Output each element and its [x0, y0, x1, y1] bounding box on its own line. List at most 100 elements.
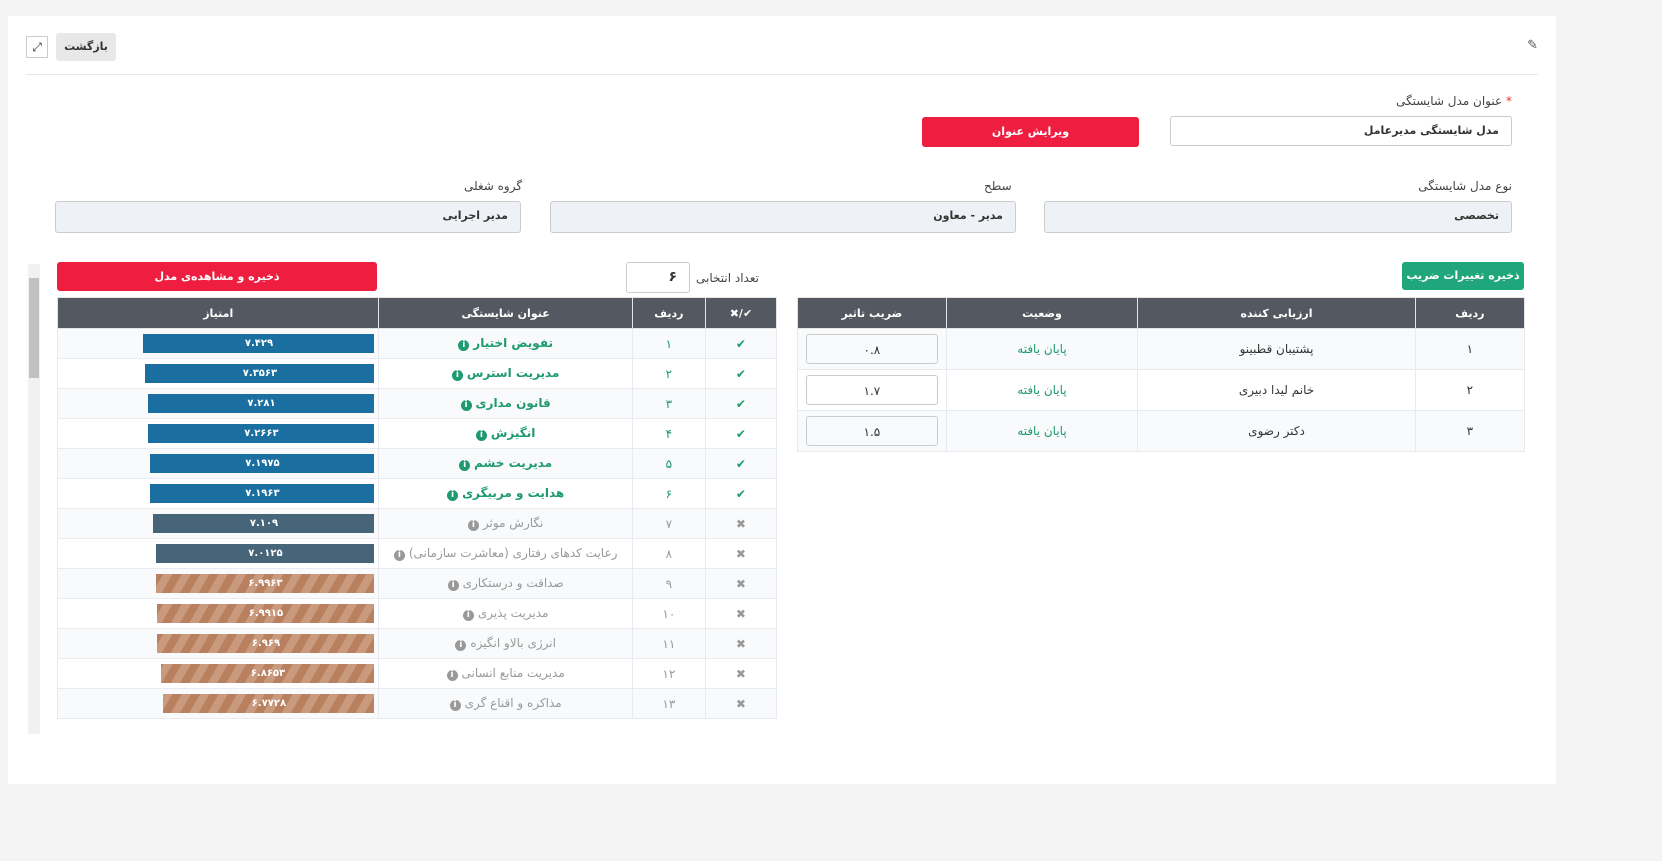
info-icon[interactable]: i — [459, 460, 471, 471]
competency-title: انگیزش — [490, 426, 536, 440]
row-number: ۱۱ — [631, 628, 706, 659]
score-bar: ۷.۳۵۶۳ — [145, 364, 375, 383]
evaluator-name: خانم لیدا دبیری — [1137, 369, 1416, 411]
competency-title: تفویض اختیار — [473, 336, 553, 350]
competency-title: هدایت و مربیگری — [462, 486, 565, 500]
back-button[interactable]: بازگشت — [56, 33, 116, 61]
coefficient-input[interactable]: ۱.۵ — [805, 416, 938, 446]
save-coef-button[interactable]: ذخیره تغییرات ضریب — [1402, 262, 1524, 290]
competency-row: ✔ ۴ انگیزشi ۷.۲۶۶۳ — [57, 418, 778, 449]
info-icon[interactable]: i — [455, 640, 467, 651]
title-input[interactable]: مدل شایستگی مدیرعامل — [1170, 116, 1512, 146]
competency-row: ✔ ۵ مدیریت خشمi ۷.۱۹۷۵ — [57, 448, 778, 479]
evaluator-row: ۱ پشتیبان قطبینو پایان یافته ۰.۸ — [797, 328, 1526, 370]
info-icon[interactable]: i — [446, 670, 458, 681]
save-view-model-button[interactable]: ذخیره و مشاهده‌ی مدل — [57, 262, 377, 291]
cross-icon[interactable]: ✖ — [704, 628, 778, 659]
scrollbar[interactable] — [28, 264, 40, 734]
evaluators-header: ارزیابی کننده — [1137, 297, 1416, 329]
check-icon[interactable]: ✔ — [704, 418, 778, 449]
evaluators-header: وضعیت — [945, 297, 1139, 329]
competencies-scroll-area: ✔/✖ ردیف عنوان شایستگی امتیاز ✔ ۱ تفویض اخت… — [57, 297, 778, 733]
competency-row: ✖ ۱۱ انرژی بالاو انگیزهi ۶.۹۶۹ — [57, 628, 778, 659]
info-icon[interactable]: i — [458, 340, 470, 351]
competency-row: ✖ ۹ صداقت و درستکاریi ۶.۹۹۶۳ — [57, 568, 778, 599]
competency-title: رعایت کدهای رفتاری (معاشرت سازمانی) — [408, 546, 618, 560]
cross-icon[interactable]: ✖ — [704, 658, 778, 689]
info-icon[interactable]: i — [467, 520, 479, 531]
evaluators-table: ردیف ارزیابی کننده وضعیت ضریب تاثیر ۱ پشتیب… — [797, 297, 1526, 452]
info-icon[interactable]: i — [449, 700, 461, 711]
group-label: گروه شغلی — [464, 179, 523, 193]
competency-title: مذاکره و اقناع گری — [464, 696, 562, 710]
competencies-header: ردیف — [631, 297, 706, 329]
info-icon[interactable]: i — [447, 580, 459, 591]
competency-row: ✔ ۱ تفویض اختیارi ۷.۴۲۹ — [57, 328, 778, 359]
score-bar: ۶.۸۶۵۳ — [161, 664, 375, 683]
expand-icon[interactable]: ⤢ — [26, 36, 48, 58]
info-icon[interactable]: i — [462, 610, 474, 621]
type-label: نوع مدل شایستگی — [1418, 179, 1512, 193]
score-bar: ۷.۱۹۶۳ — [150, 484, 375, 503]
coefficient-input[interactable]: ۱.۷ — [805, 375, 938, 405]
competency-title: مدیریت استرس — [466, 366, 560, 380]
edit-title-button[interactable]: ویرایش عنوان — [922, 117, 1139, 147]
score-bar: ۶.۷۷۲۸ — [163, 694, 375, 713]
evaluator-name: دکتر رضوی — [1137, 410, 1416, 452]
toolbar: ⤢ بازگشت ✎ — [26, 32, 1538, 75]
competency-row: ✔ ۳ قانون مداریi ۷.۲۸۱ — [57, 388, 778, 419]
row-number: ۳ — [631, 388, 706, 419]
evaluators-header: ردیف — [1414, 297, 1526, 329]
info-icon[interactable]: i — [460, 400, 472, 411]
row-number: ۱ — [631, 328, 706, 359]
row-number: ۳ — [1414, 410, 1526, 452]
info-icon[interactable]: i — [451, 370, 463, 381]
level-field: مدیر - معاون — [550, 201, 1016, 233]
info-icon[interactable]: i — [447, 490, 459, 501]
score-bar: ۶.۹۹۶۳ — [156, 574, 375, 593]
competency-title: نگارش موثر — [482, 516, 544, 530]
coefficient-input[interactable]: ۰.۸ — [805, 334, 938, 364]
check-icon[interactable]: ✔ — [704, 478, 778, 509]
cross-icon[interactable]: ✖ — [704, 538, 778, 569]
score-bar: ۷.۲۸۱ — [148, 394, 375, 413]
cross-icon[interactable]: ✖ — [704, 568, 778, 599]
info-icon[interactable]: i — [393, 550, 405, 561]
type-field: تخصصی — [1044, 201, 1512, 233]
competency-title: مدیریت منابع انسانی — [461, 666, 565, 680]
cross-icon[interactable]: ✖ — [704, 688, 778, 719]
competency-row: ✔ ۶ هدایت و مربیگریi ۷.۱۹۶۳ — [57, 478, 778, 509]
evaluator-row: ۲ خانم لیدا دبیری پایان یافته ۱.۷ — [797, 369, 1526, 411]
competency-title: صداقت و درستکاری — [462, 576, 564, 590]
row-number: ۱ — [1414, 328, 1526, 370]
row-number: ۸ — [631, 538, 706, 569]
row-number: ۱۳ — [631, 688, 706, 719]
check-icon[interactable]: ✔ — [704, 448, 778, 479]
score-bar: ۷.۲۶۶۳ — [148, 424, 375, 443]
row-number: ۹ — [631, 568, 706, 599]
competencies-table: ✔/✖ ردیف عنوان شایستگی امتیاز ✔ ۱ تفویض اخت… — [57, 297, 778, 719]
scrollbar-thumb[interactable] — [29, 278, 39, 378]
cross-icon[interactable]: ✖ — [704, 598, 778, 629]
competencies-header: عنوان شایستگی — [378, 297, 633, 329]
cross-icon[interactable]: ✖ — [704, 508, 778, 539]
evaluator-name: پشتیبان قطبینو — [1137, 328, 1416, 370]
edit-icon[interactable]: ✎ — [1527, 38, 1538, 53]
info-icon[interactable]: i — [475, 430, 487, 441]
competency-row: ✖ ۸ رعایت کدهای رفتاری (معاشرت سازمانی)i… — [57, 538, 778, 569]
group-field: مدیر اجرایی — [55, 201, 521, 233]
competency-row: ✖ ۱۲ مدیریت منابع انسانیi ۶.۸۶۵۳ — [57, 658, 778, 689]
check-icon[interactable]: ✔ — [704, 358, 778, 389]
check-icon[interactable]: ✔ — [704, 388, 778, 419]
competency-title: مدیریت خشم — [474, 456, 553, 470]
row-number: ۱۰ — [631, 598, 706, 629]
evaluator-row: ۳ دکتر رضوی پایان یافته ۱.۵ — [797, 410, 1526, 452]
competency-title: قانون مداری — [475, 396, 551, 410]
status: پایان یافته — [945, 369, 1139, 411]
row-number: ۲ — [1414, 369, 1526, 411]
count-input[interactable]: ۶ — [626, 262, 690, 293]
required-mark: * — [1506, 94, 1512, 108]
competency-row: ✔ ۲ مدیریت استرسi ۷.۳۵۶۳ — [57, 358, 778, 389]
row-number: ۲ — [631, 358, 706, 389]
check-icon[interactable]: ✔ — [704, 328, 778, 359]
